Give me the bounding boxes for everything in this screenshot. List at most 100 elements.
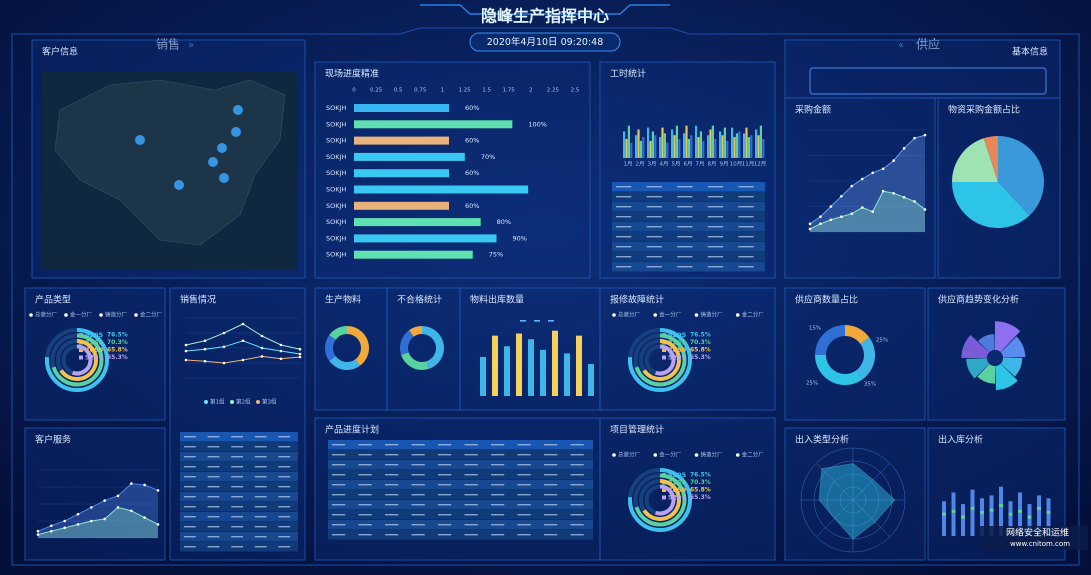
table-cell-text	[707, 256, 724, 258]
point	[203, 339, 207, 343]
table-cell-text	[544, 514, 558, 516]
axis-tick-label: 1	[441, 88, 445, 94]
table-cell-text	[464, 474, 478, 476]
area	[810, 135, 925, 232]
table-cell-text	[707, 236, 724, 238]
bar	[659, 137, 662, 158]
bar	[690, 135, 693, 158]
bar	[683, 133, 686, 158]
table-cell-text	[278, 526, 291, 528]
table-cell-text	[677, 206, 693, 208]
legend-swatch	[735, 453, 740, 457]
table-cell-text	[438, 514, 452, 516]
segment-label: 25%	[876, 338, 888, 344]
table-cell-text	[358, 534, 372, 536]
table-cell-text	[616, 256, 632, 258]
point	[829, 205, 833, 208]
panel-title: 采购金额	[795, 104, 831, 116]
table-cell-text	[438, 474, 452, 476]
legend-swatch	[29, 313, 33, 317]
table-cell-text	[438, 504, 452, 506]
table-row	[328, 510, 593, 520]
ring-count: 5201	[668, 354, 687, 362]
bar	[989, 495, 994, 536]
legend-label: 第1组	[210, 398, 225, 406]
point	[913, 200, 916, 203]
legend-swatch	[548, 320, 554, 322]
table-cell-text	[570, 504, 584, 506]
table-cell-text	[184, 466, 196, 468]
point	[902, 147, 906, 150]
bar	[504, 346, 510, 396]
point	[819, 215, 822, 218]
point	[260, 355, 264, 358]
x-tick-label: 10月	[730, 161, 743, 168]
bar	[980, 510, 984, 514]
table-cell-text	[491, 514, 505, 516]
point	[63, 526, 66, 530]
table-cell-text	[184, 546, 196, 548]
table-cell-text	[184, 536, 196, 538]
table-cell-text	[207, 536, 220, 538]
ring-count: 9205	[668, 331, 687, 339]
rose-hole	[987, 350, 1003, 366]
table-cell-text	[254, 546, 267, 548]
segment-label: 25%	[806, 381, 818, 387]
table-cell-text	[517, 464, 531, 466]
table-cell-text	[707, 226, 724, 228]
panel-title: 产品进度计划	[325, 424, 379, 436]
bar	[516, 333, 522, 396]
rose-petal	[995, 321, 1021, 353]
table-cell-text	[332, 524, 346, 526]
panel	[784, 97, 936, 279]
table-cell-text	[707, 196, 724, 198]
panel-title: 销售情况	[180, 294, 216, 306]
panel-title: 报修故障统计	[610, 294, 664, 306]
x-tick-label: 5月	[672, 161, 681, 168]
ring-arc	[45, 328, 109, 392]
ring-arc	[51, 333, 104, 387]
table-cell-text	[517, 484, 531, 486]
legend-swatch	[735, 313, 740, 317]
table-cell-text	[491, 534, 505, 536]
bar-label: SOKJH	[326, 169, 346, 177]
bar	[745, 127, 748, 158]
point	[881, 189, 885, 193]
table-cell-text	[544, 494, 558, 496]
point	[819, 222, 822, 226]
bar	[951, 492, 956, 536]
line	[37, 506, 159, 536]
table-cell-text	[358, 444, 372, 446]
table-cell-text	[385, 464, 399, 466]
ring-arc	[634, 333, 687, 387]
table-cell-text	[438, 444, 452, 446]
table-cell-text	[254, 486, 267, 488]
bar	[762, 139, 765, 158]
table-cell-text	[738, 216, 754, 218]
bar	[707, 135, 710, 158]
x-tick-label: 11月	[742, 161, 755, 168]
legend-label: 总装分厂	[618, 451, 641, 459]
donut-segment	[952, 182, 1030, 229]
table-cell-text	[385, 484, 399, 486]
point	[50, 529, 53, 533]
table-row	[328, 470, 593, 480]
donut-segment	[856, 337, 876, 380]
point	[260, 334, 264, 338]
table-cell-text	[207, 526, 220, 528]
map-dot	[135, 135, 145, 145]
watermark-box	[980, 526, 1088, 550]
table-cell-text	[278, 486, 291, 488]
point	[298, 352, 302, 356]
axis-tick-label: 2.5	[571, 88, 580, 94]
x-tick-label: 3月	[648, 161, 657, 168]
table-cell-text	[677, 246, 693, 248]
panel-title: 出入类型分析	[795, 434, 849, 446]
donut-segment	[983, 136, 998, 182]
bar-label: SOKJH	[326, 137, 346, 145]
bar	[588, 364, 594, 396]
table-cell-text	[646, 226, 662, 228]
point	[130, 509, 133, 513]
point	[892, 159, 895, 162]
table-cell-text	[616, 216, 632, 218]
